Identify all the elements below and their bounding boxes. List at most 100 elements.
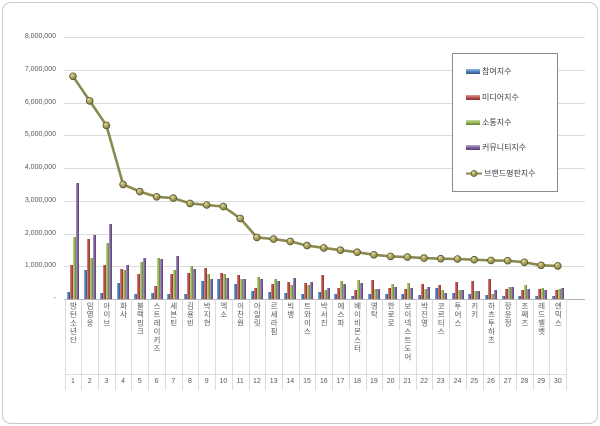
category-rank-label: 24 (453, 378, 462, 385)
bar (337, 287, 341, 299)
bar (326, 287, 330, 299)
category-rank-label: 10 (219, 378, 228, 385)
legend-entry: 커뮤니티지수 (453, 142, 557, 153)
legend-bar-swatch-icon (466, 94, 480, 100)
bar (434, 287, 438, 299)
bar (83, 269, 87, 299)
category-rank-label: 13 (269, 378, 278, 385)
bar (206, 274, 210, 299)
bar (301, 293, 305, 299)
category-rank-label: 14 (286, 378, 295, 385)
bar (557, 288, 561, 299)
category-separator (248, 299, 250, 390)
category-name-label: 임영웅 (85, 302, 95, 328)
legend-bar-swatch-icon (466, 69, 480, 75)
category-separator (382, 299, 384, 390)
bar (424, 289, 428, 299)
line-marker (119, 180, 127, 189)
category-separator (114, 299, 116, 390)
category-separator (198, 299, 200, 390)
bar (270, 283, 274, 299)
bar (226, 277, 230, 299)
bar (106, 242, 110, 299)
bar (69, 264, 73, 299)
bar (304, 282, 308, 299)
line-marker (386, 252, 395, 261)
bar (357, 280, 361, 299)
bar (176, 255, 180, 299)
bar (418, 295, 422, 299)
bar (276, 280, 280, 299)
bar (253, 287, 257, 299)
category-name-label: 엑소 (219, 302, 229, 319)
bar (443, 292, 447, 299)
bar (373, 289, 377, 299)
line-marker (69, 72, 77, 81)
legend-label: 참여지수 (482, 67, 512, 77)
bar (454, 281, 458, 299)
legend-entry: 브랜드평판지수 (453, 168, 557, 179)
bar (86, 239, 90, 299)
bar (351, 295, 355, 299)
bar (184, 294, 187, 299)
bar (142, 258, 146, 299)
bar (493, 289, 497, 299)
bar (203, 267, 207, 299)
bar (103, 265, 107, 299)
category-separator (181, 299, 183, 390)
bar (173, 269, 177, 299)
bar (393, 287, 397, 299)
bar (360, 282, 364, 299)
bar (317, 291, 321, 299)
bar (401, 294, 405, 299)
category-name-label: 빅뱅 (286, 302, 296, 319)
bar (410, 287, 414, 299)
bar (240, 278, 244, 299)
category-rank-label: 5 (137, 378, 142, 385)
legend-entry: 미디어지수 (453, 92, 557, 103)
bar (354, 290, 358, 299)
category-rank-label: 8 (188, 378, 192, 385)
legend-bar-swatch-icon (466, 145, 480, 151)
category-name-label: 한로로 (386, 302, 396, 328)
line-marker (253, 233, 261, 242)
category-separator (532, 299, 534, 390)
category-separator (549, 299, 551, 390)
bar (474, 291, 478, 299)
bar (193, 268, 196, 299)
bar (310, 281, 314, 299)
bar (89, 258, 93, 299)
y-tick-label: - (53, 295, 56, 302)
x-axis-line (64, 299, 585, 300)
bar (384, 294, 388, 299)
category-separator (365, 299, 367, 390)
category-rank-label: 20 (386, 378, 395, 385)
bar (535, 295, 539, 299)
bar (340, 281, 344, 299)
category-rank-label: 27 (503, 378, 512, 385)
legend-entry: 소통지수 (453, 117, 557, 128)
category-separator (465, 299, 467, 390)
bar (117, 283, 121, 299)
bar (267, 291, 271, 299)
category-separator (348, 299, 350, 390)
bar (92, 235, 96, 299)
bar (451, 293, 455, 299)
category-rank-label: 30 (553, 378, 562, 385)
line-marker (202, 201, 211, 209)
bar (243, 278, 247, 299)
bar (457, 290, 461, 299)
bar (139, 262, 143, 299)
bar (501, 295, 505, 299)
legend-label: 커뮤니티지수 (482, 143, 527, 153)
bar (150, 292, 154, 299)
line-marker (336, 246, 345, 255)
category-separator (415, 299, 417, 390)
category-rank-label: 6 (154, 378, 159, 385)
line-marker (520, 258, 529, 267)
bar (200, 280, 204, 299)
category-name-label: 베이비몬스터 (353, 302, 363, 353)
category-name-label: 조째즈 (520, 302, 530, 328)
line-marker (319, 244, 328, 252)
bar (507, 286, 511, 299)
